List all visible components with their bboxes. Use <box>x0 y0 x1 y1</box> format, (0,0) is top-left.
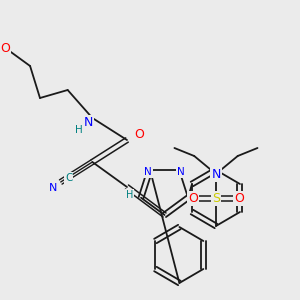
Text: O: O <box>188 191 198 205</box>
Text: O: O <box>234 191 244 205</box>
Text: O: O <box>134 128 144 140</box>
Text: H: H <box>75 125 83 135</box>
Text: N: N <box>144 167 152 177</box>
Text: N: N <box>84 116 93 128</box>
Text: O: O <box>0 41 10 55</box>
Text: S: S <box>212 191 220 205</box>
Text: N: N <box>177 167 185 177</box>
Text: H: H <box>126 190 134 200</box>
Text: C: C <box>65 173 72 183</box>
Text: N: N <box>49 183 57 193</box>
Text: N: N <box>211 167 220 181</box>
